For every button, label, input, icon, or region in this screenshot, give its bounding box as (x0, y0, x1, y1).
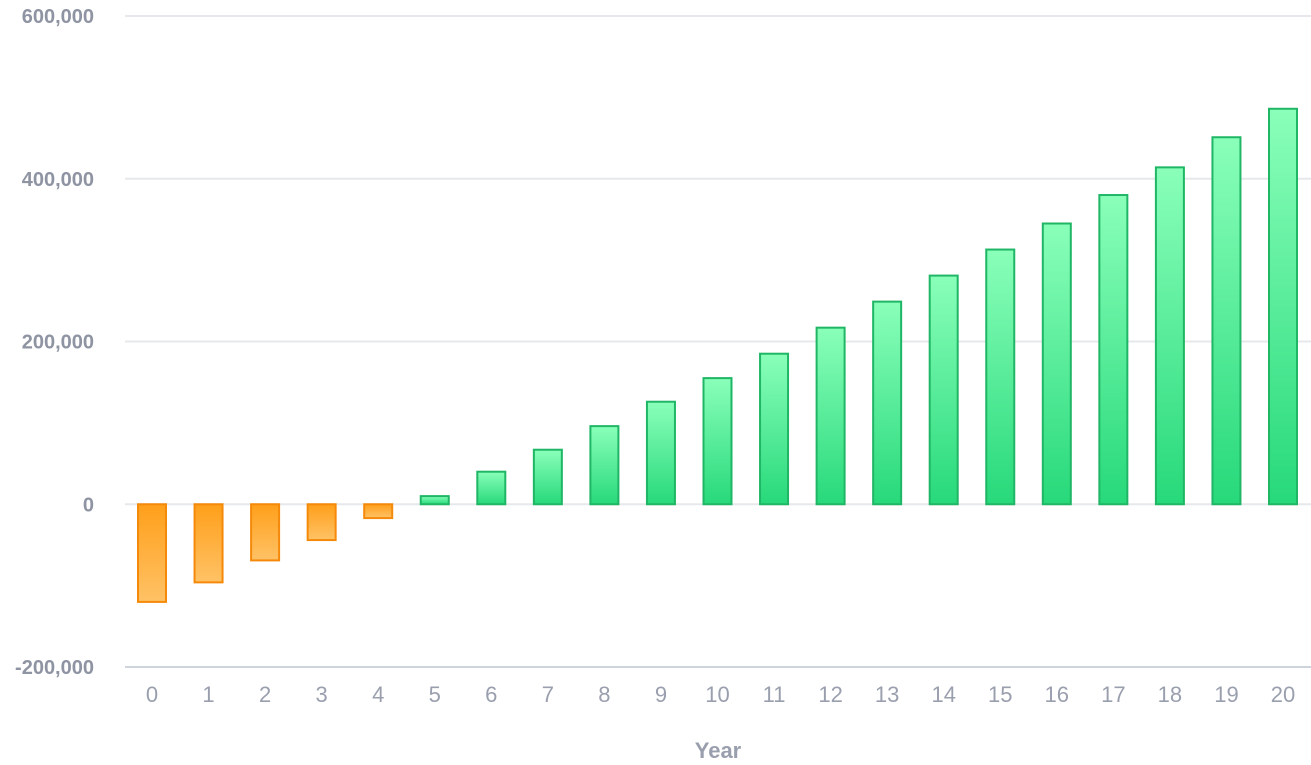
bar-year-16 (1041, 222, 1072, 506)
bar-year-19 (1211, 136, 1242, 506)
bar-year-15 (985, 248, 1016, 506)
bar-year-3 (306, 503, 337, 542)
x-tick-label: 2 (259, 682, 271, 707)
x-tick-label: 8 (598, 682, 610, 707)
x-tick-label: 19 (1214, 682, 1238, 707)
x-tick-label: 13 (875, 682, 899, 707)
x-tick-label: 6 (485, 682, 497, 707)
y-tick-label: 400,000 (22, 169, 94, 191)
x-axis-ticks: 0 1 2 3 4 5 6 7 8 9 10 11 12 13 14 15 16 17 18 19 20 (146, 682, 1295, 707)
bar-year-4 (363, 503, 394, 520)
y-tick-label: 600,000 (22, 6, 94, 28)
bar-year-12 (815, 326, 846, 506)
bar-year-8 (589, 425, 620, 506)
x-tick-label: 4 (372, 682, 384, 707)
x-tick-label: 14 (931, 682, 955, 707)
y-tick-label: 0 (83, 494, 94, 516)
x-tick-label: 15 (988, 682, 1012, 707)
x-axis-label: Year (695, 738, 742, 763)
x-tick-label: 9 (655, 682, 667, 707)
bar-year-10 (702, 377, 733, 506)
bar-year-9 (645, 400, 676, 506)
y-axis-ticks: 600,000 400,000 200,000 0 -200,000 (15, 6, 94, 679)
y-tick-label: 200,000 (22, 332, 94, 354)
bar-year-11 (759, 352, 790, 506)
x-tick-label: 11 (763, 682, 786, 707)
bar-year-1 (193, 503, 224, 584)
y-tick-label: -200,000 (15, 657, 94, 679)
bar-year-7 (532, 448, 563, 506)
bar-year-5 (419, 495, 450, 506)
x-tick-label: 16 (1045, 682, 1069, 707)
x-tick-label: 17 (1101, 682, 1125, 707)
bar-year-0 (137, 503, 167, 603)
bar-year-17 (1098, 194, 1129, 506)
grid-lines (125, 15, 1311, 668)
x-tick-label: 10 (705, 682, 729, 707)
bar-year-20 (1268, 107, 1298, 506)
x-tick-label: 18 (1158, 682, 1182, 707)
x-tick-label: 7 (542, 682, 554, 707)
bars (137, 107, 1298, 603)
x-tick-label: 20 (1271, 682, 1295, 707)
x-tick-label: 5 (429, 682, 441, 707)
x-tick-label: 0 (146, 682, 158, 707)
bar-year-14 (928, 274, 959, 506)
bar-year-6 (476, 470, 507, 506)
bar-year-2 (250, 503, 281, 562)
x-tick-label: 12 (818, 682, 842, 707)
bar-year-18 (1154, 166, 1185, 506)
x-tick-label: 1 (202, 682, 214, 707)
bar-year-13 (872, 300, 903, 506)
x-tick-label: 3 (316, 682, 328, 707)
